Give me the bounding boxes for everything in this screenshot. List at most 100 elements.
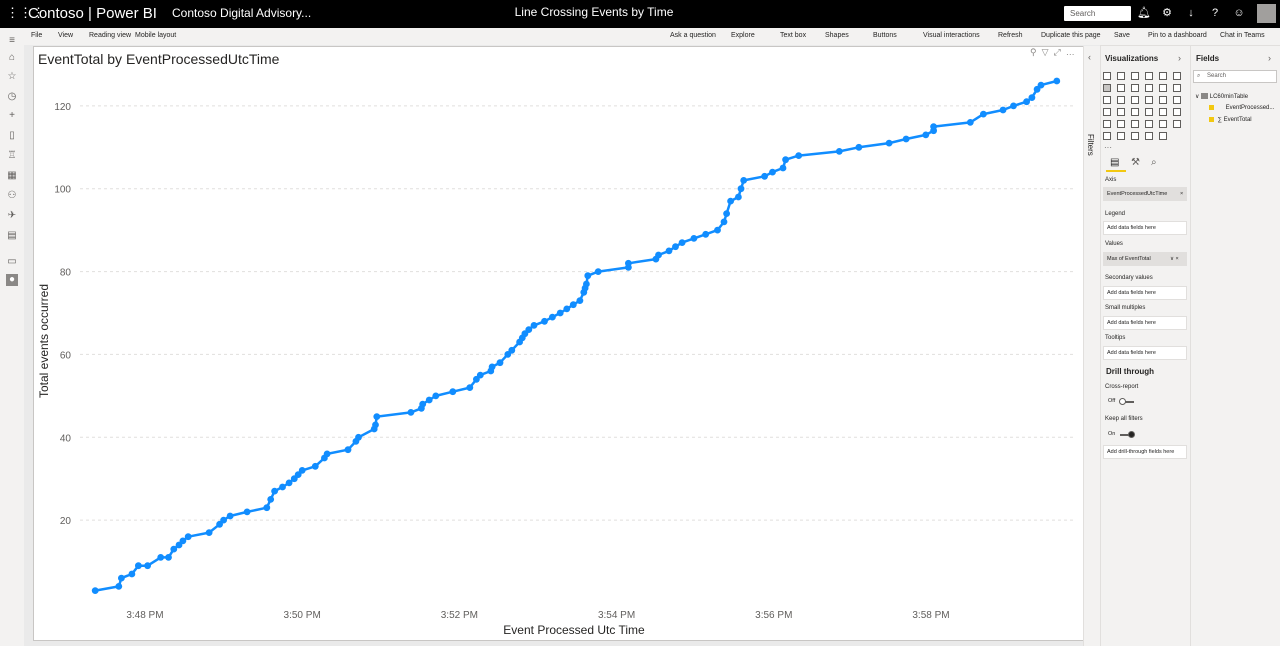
pin-dashboard-button[interactable]: Pin to a dashboard	[1148, 32, 1207, 39]
visual-type-icon[interactable]	[1103, 120, 1111, 128]
download-icon[interactable]: ↓	[1188, 7, 1194, 19]
file-menu[interactable]: File	[31, 32, 43, 39]
visual-type-icon[interactable]	[1173, 120, 1181, 128]
visual-type-icon[interactable]	[1131, 132, 1139, 140]
collapse-viz-icon[interactable]: ›	[1178, 53, 1181, 63]
more-visuals-icon[interactable]: ···	[1104, 143, 1112, 152]
notifications-icon[interactable]: 🔔︎	[1137, 7, 1151, 19]
visual-type-icon[interactable]	[1159, 96, 1167, 104]
ask-question-button[interactable]: Ask a question	[670, 32, 716, 39]
field-item[interactable]: ∑ EventTotal	[1209, 117, 1252, 123]
visual-interactions-menu[interactable]: Visual interactions	[923, 32, 980, 39]
datasets-icon[interactable]: ▯	[9, 130, 15, 141]
values-well[interactable]: Max of EventTotal ∨ ×	[1103, 252, 1187, 266]
visual-type-icon[interactable]	[1159, 132, 1167, 140]
buttons-menu[interactable]: Buttons	[873, 32, 897, 39]
visual-type-icon[interactable]	[1117, 72, 1125, 80]
visual-type-icon[interactable]	[1131, 108, 1139, 116]
mobile-layout-button[interactable]: Mobile layout	[135, 32, 177, 39]
save-button[interactable]: Save	[1114, 32, 1130, 39]
collapse-filters-icon[interactable]: ‹	[1088, 52, 1091, 62]
visual-type-icon[interactable]	[1131, 96, 1139, 104]
reading-view-button[interactable]: Reading view	[89, 32, 132, 39]
visual-type-icon[interactable]	[1103, 96, 1111, 104]
workspace-name[interactable]: Contoso Digital Advisory...	[172, 6, 312, 20]
visual-type-icon[interactable]	[1159, 84, 1167, 92]
recent-icon[interactable]: ◷	[7, 91, 17, 102]
visual-type-icon[interactable]	[1145, 96, 1153, 104]
format-tab-icon[interactable]: ⚒	[1131, 157, 1140, 168]
small-multiples-well[interactable]: Add data fields here	[1103, 316, 1187, 330]
visual-type-icon[interactable]	[1117, 120, 1125, 128]
collapse-fields-icon[interactable]: ›	[1268, 53, 1271, 63]
avatar[interactable]	[1257, 4, 1276, 23]
search-box[interactable]: Search	[1064, 6, 1131, 21]
learn-icon[interactable]: ▤	[7, 230, 17, 241]
values-dropdown-icon[interactable]: ∨ ×	[1170, 256, 1179, 262]
visual-type-icon[interactable]	[1159, 120, 1167, 128]
text-box-button[interactable]: Text box	[780, 32, 807, 39]
visual-type-icon[interactable]	[1103, 72, 1111, 80]
legend-well[interactable]: Add data fields here	[1103, 221, 1187, 235]
cross-report-knob[interactable]	[1119, 398, 1126, 405]
visual-type-icon[interactable]	[1173, 84, 1181, 92]
visual-type-icon[interactable]	[1159, 72, 1167, 80]
more-options-icon[interactable]: …	[1065, 47, 1080, 57]
view-menu[interactable]: View	[58, 32, 74, 39]
visual-type-icon[interactable]	[1103, 132, 1111, 140]
line-chart-visual[interactable]	[33, 46, 1084, 641]
visual-type-icon[interactable]	[1131, 84, 1139, 92]
table-node[interactable]: ∨ LC60minTable	[1195, 93, 1248, 100]
secondary-well[interactable]: Add data fields here	[1103, 286, 1187, 300]
visual-type-icon[interactable]	[1103, 108, 1111, 116]
explore-menu[interactable]: Explore	[731, 32, 755, 39]
visual-header-icons[interactable]: ⚲▽⤢…	[1030, 47, 1080, 58]
keep-filters-knob[interactable]	[1128, 431, 1135, 438]
deployment-icon[interactable]: ✈	[7, 210, 17, 221]
checkbox-checked-icon[interactable]	[1209, 105, 1214, 110]
visual-type-icon[interactable]	[1145, 108, 1153, 116]
chat-teams-button[interactable]: Chat in Teams	[1220, 32, 1265, 39]
visual-type-icon[interactable]	[1117, 84, 1125, 92]
filters-pane-collapsed[interactable]: ‹ Filters	[1083, 46, 1100, 646]
visual-type-icon[interactable]	[1173, 96, 1181, 104]
home-icon[interactable]: ⌂	[8, 52, 16, 63]
tooltips-well[interactable]: Add data fields here	[1103, 346, 1187, 360]
keep-filters-toggle[interactable]	[1120, 434, 1134, 436]
duplicate-page-button[interactable]: Duplicate this page	[1041, 32, 1101, 39]
filter-icon[interactable]: ▽	[1041, 47, 1054, 57]
shapes-menu[interactable]: Shapes	[825, 32, 849, 39]
visual-type-icon[interactable]	[1173, 72, 1181, 80]
pin-icon[interactable]: ⚲	[1030, 47, 1042, 57]
goals-icon[interactable]: ♖	[7, 150, 17, 161]
create-icon[interactable]: +	[9, 110, 15, 121]
my-workspace-icon[interactable]: ●	[6, 274, 18, 286]
apps-icon[interactable]: ▦	[7, 170, 17, 181]
favorites-icon[interactable]: ☆	[7, 71, 17, 82]
visual-type-icon[interactable]	[1145, 72, 1153, 80]
analytics-tab-icon[interactable]: ⌕	[1151, 157, 1157, 168]
field-item[interactable]: EventProcessed...	[1209, 105, 1274, 111]
drill-through-well[interactable]: Add drill-through fields here	[1103, 445, 1187, 459]
expand-chevron-icon[interactable]: ∨	[1195, 94, 1200, 100]
focus-mode-icon[interactable]: ⤢	[1053, 47, 1066, 57]
visual-type-icon[interactable]	[1159, 108, 1167, 116]
menu-icon[interactable]: ≡	[9, 35, 15, 46]
fields-tab-icon[interactable]: ▤	[1110, 157, 1120, 168]
visual-type-icon[interactable]	[1145, 132, 1153, 140]
cross-report-toggle[interactable]	[1120, 401, 1134, 403]
workspaces-icon[interactable]: ▭	[7, 256, 17, 267]
visual-type-icon[interactable]	[1117, 132, 1125, 140]
filters-label[interactable]: Filters	[1086, 134, 1095, 156]
visual-type-icon[interactable]	[1145, 120, 1153, 128]
app-launcher-icon[interactable]: ⋮⋮⋮	[6, 5, 45, 20]
checkbox-checked-icon[interactable]	[1209, 117, 1214, 122]
help-icon[interactable]: ?	[1211, 7, 1219, 19]
visual-type-icon[interactable]	[1117, 108, 1125, 116]
visual-type-icon[interactable]	[1145, 84, 1153, 92]
refresh-button[interactable]: Refresh	[998, 32, 1023, 39]
feedback-icon[interactable]: ☺	[1233, 7, 1245, 19]
fields-search-input[interactable]: ⌕ Search	[1193, 70, 1277, 83]
visual-type-icon[interactable]	[1173, 108, 1181, 116]
remove-axis-icon[interactable]: ×	[1180, 191, 1184, 197]
